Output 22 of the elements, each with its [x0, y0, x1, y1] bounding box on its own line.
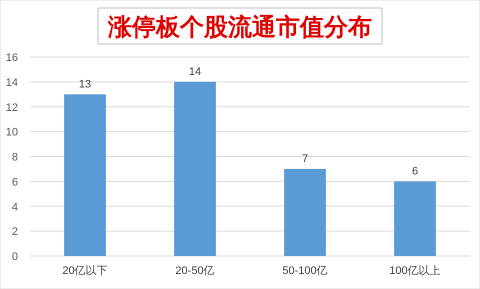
y-tick-label: 2 [12, 226, 18, 238]
y-tick-label: 6 [12, 176, 18, 188]
y-tick-label: 10 [6, 126, 18, 139]
chart-title: 涨停板个股流通市值分布 [107, 13, 372, 41]
x-tick-label: 20-50亿 [175, 265, 215, 277]
data-label: 14 [188, 66, 202, 78]
y-tick-label: 12 [6, 102, 18, 114]
x-tick-label: 50-100亿 [282, 265, 328, 277]
x-tick-label: 100亿以上 [389, 264, 441, 277]
data-label: 13 [78, 78, 92, 90]
bar [174, 82, 216, 256]
y-tick-label: 4 [12, 201, 18, 214]
y-tick-label: 0 [12, 251, 18, 263]
bar [284, 168, 326, 256]
x-tick-label: 20亿以下 [62, 264, 108, 277]
y-tick-label: 14 [6, 76, 18, 89]
y-tick-label: 8 [12, 152, 18, 164]
bar [394, 181, 436, 256]
bar [64, 94, 106, 256]
data-label: 6 [412, 165, 418, 178]
y-tick-label: 16 [6, 52, 18, 64]
data-label: 7 [302, 152, 308, 165]
